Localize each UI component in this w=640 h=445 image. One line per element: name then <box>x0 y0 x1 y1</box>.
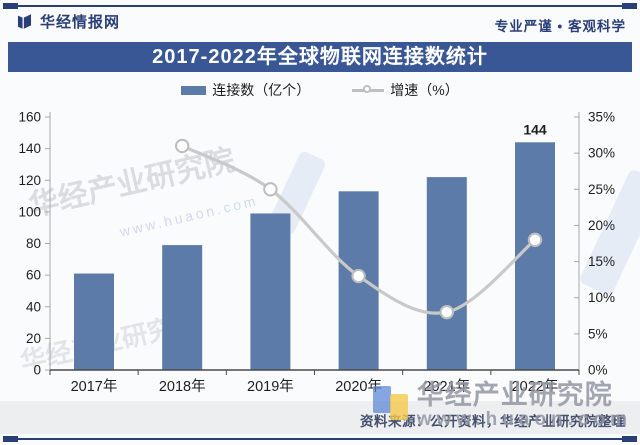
growth-line-marker <box>439 304 454 320</box>
left-axis-tick-label: 100 <box>18 204 41 219</box>
left-axis-tick-label: 160 <box>18 110 41 125</box>
left-axis-tick-label: 20 <box>26 331 41 346</box>
growth-line-marker <box>263 182 278 197</box>
right-axis-tick-label: 10% <box>588 290 615 305</box>
left-axis-tick-label: 60 <box>26 268 41 283</box>
bottom-divider <box>3 436 637 442</box>
right-axis-tick-label: 5% <box>588 326 608 341</box>
left-axis-tick-label: 40 <box>26 299 41 314</box>
watermark-site: www.huaon.com <box>416 409 632 430</box>
x-axis-label: 2019年 <box>247 378 294 395</box>
x-axis-label: 2018年 <box>159 378 206 395</box>
x-axis-label: 2017年 <box>71 378 118 395</box>
right-axis-tick-label: 15% <box>588 254 615 269</box>
legend-line-label: 增速（%） <box>390 82 459 98</box>
x-axis-label: 2022年 <box>512 378 559 395</box>
bar-2022年 <box>515 142 555 370</box>
bar-2019年 <box>250 213 291 370</box>
legend-bars-label: 连接数（亿个） <box>212 82 311 98</box>
right-axis-tick-label: 25% <box>588 182 615 197</box>
watermark-name: 华经产业研究院 <box>416 380 613 410</box>
bar-2018年 <box>162 245 203 370</box>
right-axis-tick-label: 20% <box>588 218 615 233</box>
top-divider <box>3 3 637 9</box>
bar-2021年 <box>426 177 467 370</box>
left-axis-tick-label: 140 <box>18 141 41 156</box>
bar-2017年 <box>74 273 114 370</box>
bar-value-label: 144 <box>523 121 547 137</box>
x-axis-label: 2020年 <box>335 378 382 395</box>
right-axis-tick-label: 0% <box>588 363 608 378</box>
x-axis-label: 2021年 <box>423 378 470 395</box>
right-axis-tick-label: 35% <box>588 110 615 125</box>
header: 华经情报网 <box>16 11 120 32</box>
footer-band <box>0 401 640 434</box>
legend-item-line: 增速（%） <box>352 80 459 100</box>
growth-line-marker <box>175 138 190 154</box>
legend-item-bars: 连接数（亿个） <box>181 80 310 100</box>
data-source-note: 资料来源：公开资料，华经产业研究院整理 <box>360 414 626 429</box>
bar-series-swatch <box>181 85 207 95</box>
header-slogan: 专业严谨 • 客观科学 <box>494 19 626 34</box>
growth-line-marker <box>527 232 543 248</box>
huaon-logo-icon <box>371 382 411 420</box>
brand-logo-icon <box>16 13 33 30</box>
left-axis-tick-label: 0 <box>33 363 41 378</box>
right-axis-tick-label: 30% <box>588 146 615 161</box>
brand-name: 华经情报网 <box>40 14 121 31</box>
left-axis-tick-label: 80 <box>26 236 41 251</box>
left-axis-tick-label: 120 <box>18 173 41 188</box>
line-series-swatch <box>352 85 385 95</box>
chart-legend: 连接数（亿个） 增速（%） <box>0 80 640 100</box>
watermark-bottom-right: 华经产业研究院 www.huaon.com <box>371 382 632 431</box>
growth-line-marker <box>351 268 366 284</box>
chart-title-banner: 2017-2022年全球物联网连接数统计 <box>8 42 632 72</box>
